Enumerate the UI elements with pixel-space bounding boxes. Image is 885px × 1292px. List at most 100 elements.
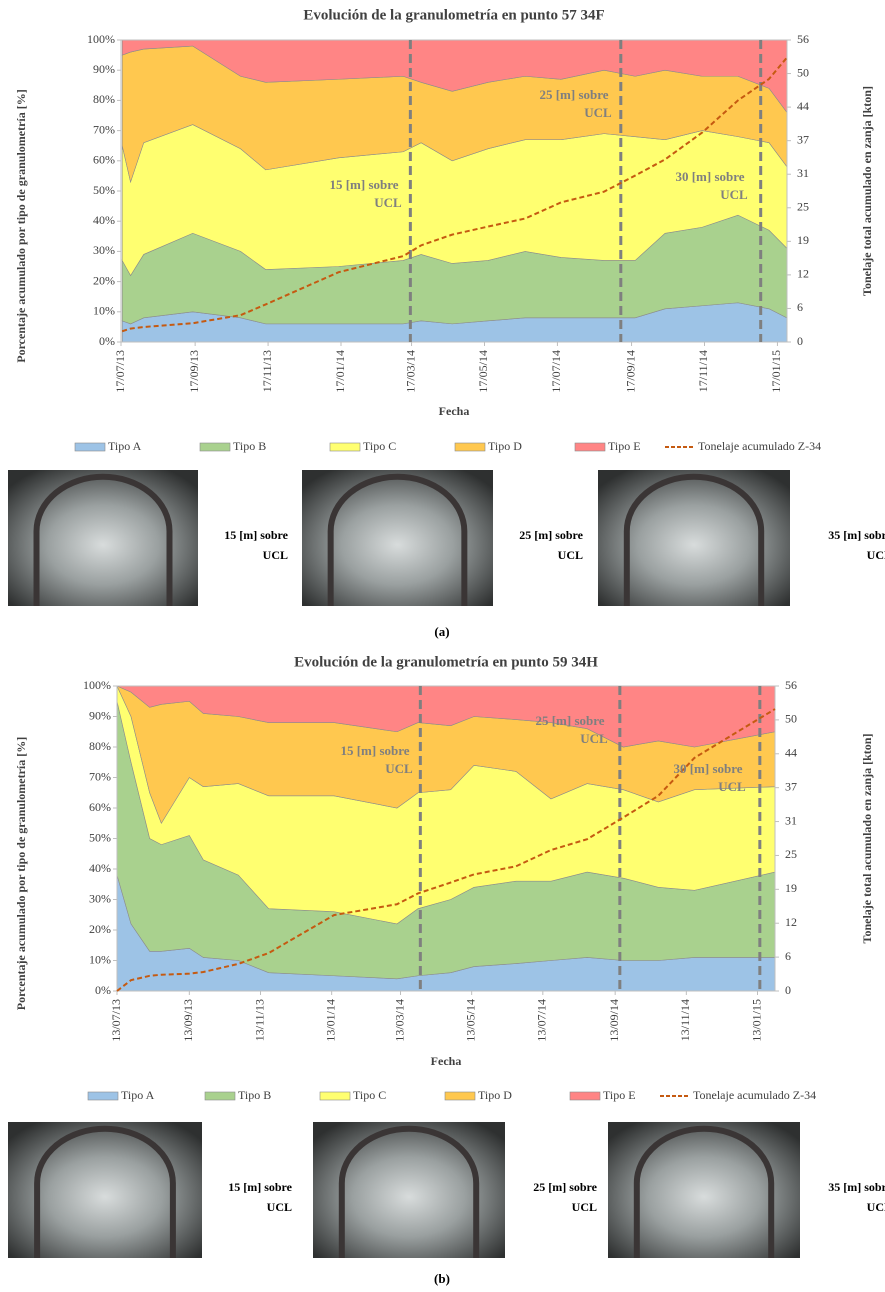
photo-caption: 25 [m] sobre — [533, 1180, 597, 1194]
y2-tick-label: 37 — [797, 132, 809, 146]
legend-label: Tipo D — [488, 439, 522, 453]
legend-swatch — [569, 1091, 601, 1101]
photo — [598, 470, 790, 606]
x-axis-label: Fecha — [431, 1054, 462, 1068]
photo-caption: 35 [m] sobre — [828, 1180, 885, 1194]
annotation: UCL — [385, 761, 413, 776]
legend-label: Tipo E — [608, 439, 641, 453]
y-tick-label: 0% — [99, 334, 115, 348]
legend-label: Tonelaje acumulado Z-34 — [693, 1088, 816, 1102]
photo-arch — [623, 473, 765, 606]
y-tick-label: 70% — [89, 769, 111, 783]
y2-tick-label: 44 — [797, 99, 809, 113]
y-tick-label: 40% — [89, 861, 111, 875]
y-tick-label: 60% — [89, 800, 111, 814]
y2-tick-label: 25 — [797, 200, 809, 214]
annotation: UCL — [584, 105, 612, 120]
y2-axis-label: Tonelaje total acumulado en zanja [kton] — [860, 734, 874, 944]
y2-tick-label: 19 — [785, 881, 797, 895]
x-tick-label: 17/01/15 — [769, 350, 783, 393]
x-tick-label: 13/01/14 — [323, 999, 337, 1042]
y-tick-label: 30% — [89, 891, 111, 905]
y-tick-label: 10% — [93, 304, 115, 318]
x-tick-label: 17/05/14 — [476, 350, 490, 393]
y2-tick-label: 50 — [785, 712, 797, 726]
legend-swatch — [329, 442, 361, 452]
y-axis-label: Porcentaje acumulado por tipo de granulo… — [14, 737, 28, 1011]
photo-arch — [338, 1125, 480, 1258]
x-tick-label: 17/11/13 — [260, 350, 274, 392]
x-tick-label: 13/09/13 — [181, 999, 195, 1042]
annotation: UCL — [718, 779, 746, 794]
y-tick-label: 100% — [87, 32, 115, 46]
y-axis-label: Porcentaje acumulado por tipo de granulo… — [14, 89, 28, 363]
x-tick-label: 13/09/14 — [607, 999, 621, 1042]
photo-caption: UCL — [867, 1200, 885, 1214]
y-tick-label: 90% — [93, 62, 115, 76]
y-tick-label: 80% — [93, 92, 115, 106]
photo-caption: UCL — [558, 548, 583, 562]
y2-tick-label: 56 — [785, 678, 797, 692]
photo-caption: UCL — [263, 548, 288, 562]
y2-tick-label: 44 — [785, 746, 797, 760]
x-tick-label: 13/03/14 — [392, 999, 406, 1042]
legend-label: Tipo C — [363, 439, 396, 453]
photo-arch — [34, 1125, 176, 1258]
photo-arch — [633, 1125, 775, 1258]
panel-label: (a) — [434, 624, 449, 639]
y-tick-label: 70% — [93, 122, 115, 136]
y-tick-label: 20% — [93, 273, 115, 287]
y2-tick-label: 6 — [785, 949, 791, 963]
photo-caption: UCL — [267, 1200, 292, 1214]
x-tick-label: 13/07/14 — [535, 999, 549, 1042]
annotation: 25 [m] sobre — [535, 713, 604, 728]
y2-tick-label: 19 — [797, 233, 809, 247]
legend-label: Tipo A — [108, 439, 142, 453]
y2-axis-label: Tonelaje total acumulado en zanja [kton] — [860, 86, 874, 296]
x-tick-label: 13/11/14 — [678, 999, 692, 1041]
x-axis-label: Fecha — [439, 404, 470, 418]
legend-label: Tonelaje acumulado Z-34 — [698, 439, 821, 453]
photo-caption: UCL — [867, 548, 885, 562]
chart-title: Evolución de la granulometría en punto 5… — [303, 7, 604, 23]
annotation: 30 [m] sobre — [673, 761, 742, 776]
y2-tick-label: 56 — [797, 32, 809, 46]
annotation: UCL — [720, 187, 748, 202]
y-tick-label: 50% — [89, 830, 111, 844]
x-tick-label: 13/11/13 — [252, 999, 266, 1041]
y-tick-label: 40% — [93, 213, 115, 227]
y-tick-label: 0% — [95, 983, 111, 997]
photo — [313, 1122, 505, 1258]
legend-swatch — [74, 442, 106, 452]
legend-label: Tipo B — [233, 439, 266, 453]
photo — [8, 1122, 202, 1258]
photo-caption: 15 [m] sobre — [228, 1180, 292, 1194]
annotation: UCL — [580, 731, 608, 746]
x-tick-label: 13/01/15 — [749, 999, 763, 1042]
x-tick-label: 17/07/13 — [113, 350, 127, 393]
photo — [302, 470, 493, 606]
legend-label: Tipo E — [603, 1088, 636, 1102]
legend-swatch — [454, 442, 486, 452]
photo — [608, 1122, 800, 1258]
annotation: UCL — [374, 195, 402, 210]
y2-tick-label: 37 — [785, 779, 797, 793]
legend-swatch — [444, 1091, 476, 1101]
legend-label: Tipo A — [121, 1088, 155, 1102]
photo-caption: 35 [m] sobre — [828, 528, 885, 542]
photo — [8, 470, 198, 606]
photo-caption: 25 [m] sobre — [519, 528, 583, 542]
x-tick-label: 17/07/14 — [549, 350, 563, 393]
y-tick-label: 100% — [83, 678, 111, 692]
x-tick-label: 17/09/14 — [623, 350, 637, 393]
legend-swatch — [199, 442, 231, 452]
annotation: 30 [m] sobre — [675, 169, 744, 184]
annotation: 25 [m] sobre — [539, 87, 608, 102]
y-tick-label: 50% — [93, 183, 115, 197]
photo-caption: 15 [m] sobre — [224, 528, 288, 542]
x-tick-label: 13/07/13 — [109, 999, 123, 1042]
y2-tick-label: 31 — [785, 813, 797, 827]
y-tick-label: 90% — [89, 708, 111, 722]
